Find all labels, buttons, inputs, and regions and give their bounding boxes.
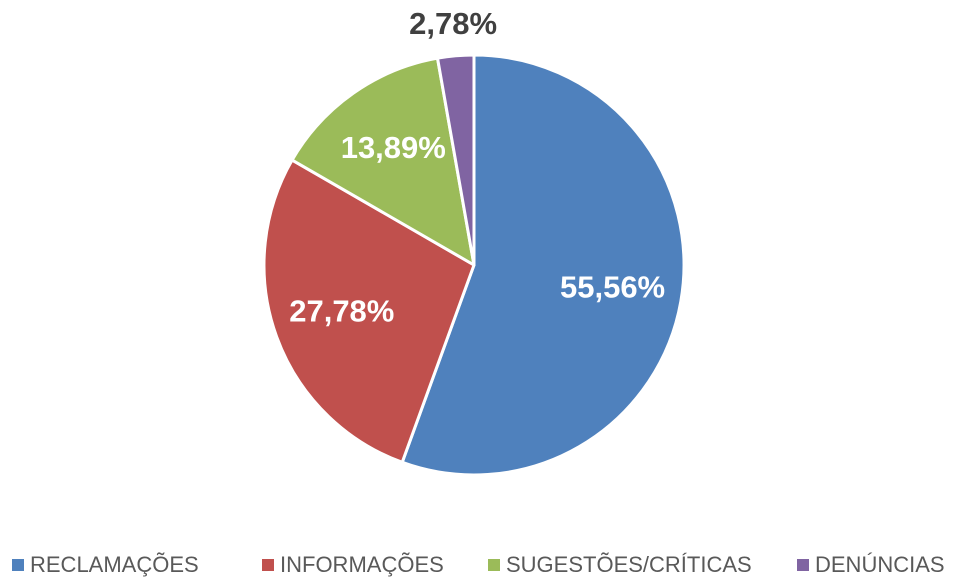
legend-swatch <box>262 559 274 571</box>
legend-label: INFORMAÇÕES <box>280 552 444 577</box>
data-label: 2,78% <box>409 6 497 41</box>
data-label: 13,89% <box>341 130 446 165</box>
pie-slice <box>290 56 476 267</box>
legend-label: RECLAMAÇÕES <box>30 552 199 577</box>
legend-swatch <box>488 559 500 571</box>
pie-slice <box>436 53 476 267</box>
data-label: 55,56% <box>560 270 665 305</box>
legend-swatch <box>797 559 809 571</box>
data-label: 27,78% <box>289 293 394 328</box>
legend-label: SUGESTÕES/CRÍTICAS <box>506 552 752 577</box>
legend-label: DENÚNCIAS <box>815 552 945 577</box>
legend-swatch <box>12 559 24 571</box>
pie-slice <box>400 53 686 477</box>
